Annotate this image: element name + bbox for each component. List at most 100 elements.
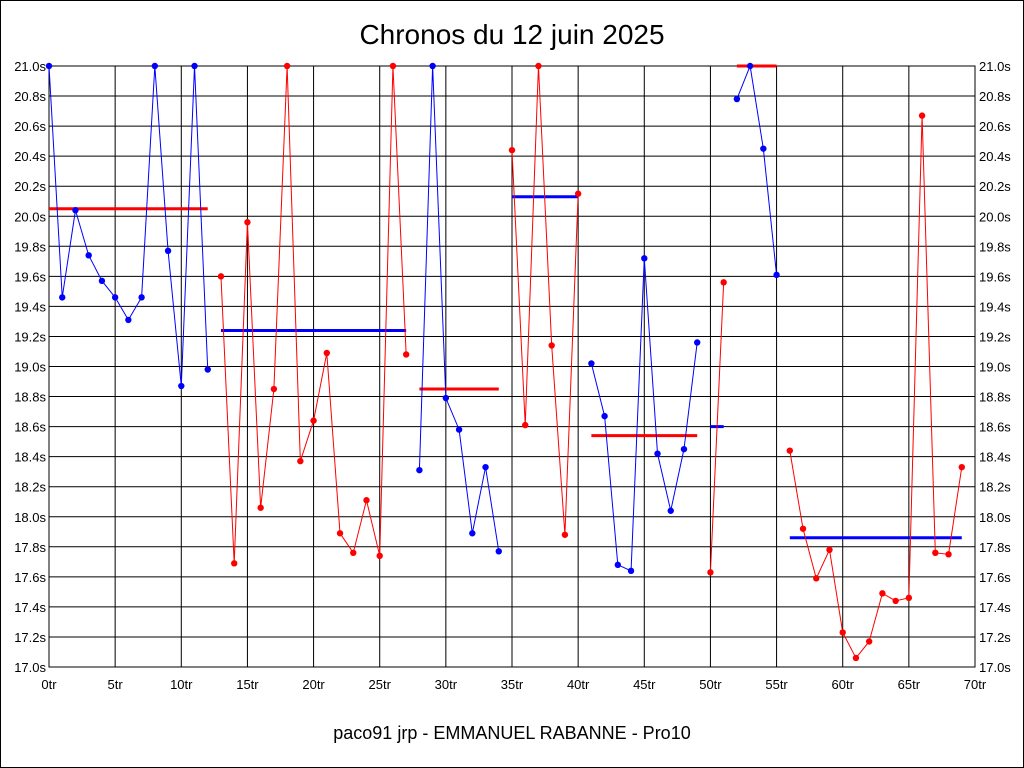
data-point xyxy=(548,342,555,349)
y-tick-label-left: 18.2s xyxy=(14,480,46,495)
data-point xyxy=(799,525,807,532)
data-point xyxy=(442,394,450,402)
y-tick-label-left: 19.6s xyxy=(14,269,46,284)
y-tick-label-right: 20.6s xyxy=(979,119,1011,134)
data-point xyxy=(178,382,185,390)
data-point xyxy=(680,445,688,453)
data-point xyxy=(72,207,79,214)
y-tick-label-right: 18.8s xyxy=(979,390,1011,405)
y-tick-label-left: 20.6s xyxy=(14,119,46,134)
y-tick-label-right: 19.4s xyxy=(979,299,1011,314)
y-tick-label-left: 17.0s xyxy=(14,660,46,675)
data-point xyxy=(707,569,714,576)
y-tick-label-left: 18.0s xyxy=(14,510,46,525)
data-point xyxy=(826,546,833,554)
plot-border xyxy=(48,65,976,668)
data-point xyxy=(614,561,622,569)
data-point xyxy=(760,145,767,152)
data-point xyxy=(350,549,357,557)
data-point xyxy=(574,190,582,197)
data-point xyxy=(310,417,317,424)
y-tick-label-right: 19.8s xyxy=(979,239,1011,254)
y-tick-label-right: 20.2s xyxy=(979,179,1011,194)
y-tick-label-right: 19.6s xyxy=(979,269,1011,284)
data-point xyxy=(191,62,198,70)
y-tick-label-right: 18.2s xyxy=(979,480,1011,495)
y-tick-label-left: 17.2s xyxy=(14,630,46,645)
y-tick-label-left: 20.0s xyxy=(14,209,46,224)
y-tick-label-right: 20.8s xyxy=(979,89,1011,104)
x-tick-label: 45tr xyxy=(633,677,656,692)
y-tick-label-left: 19.0s xyxy=(14,360,46,375)
data-point xyxy=(363,497,370,504)
x-tick-label: 20tr xyxy=(302,677,325,692)
x-tick-label: 70tr xyxy=(964,677,987,692)
data-point xyxy=(601,412,608,420)
data-point xyxy=(164,247,172,255)
y-tick-label-right: 18.6s xyxy=(979,420,1011,435)
data-point xyxy=(98,277,106,285)
data-point xyxy=(111,294,119,301)
data-point xyxy=(482,463,489,471)
series-line xyxy=(418,65,500,552)
data-point xyxy=(733,95,741,103)
data-point xyxy=(865,638,873,645)
chart-title: Chronos du 12 juin 2025 xyxy=(359,19,665,50)
data-point xyxy=(720,279,727,286)
data-point xyxy=(389,62,397,70)
y-tick-label-right: 20.4s xyxy=(979,149,1011,164)
data-point xyxy=(773,271,780,279)
y-tick-label-left: 17.4s xyxy=(14,600,46,615)
series-line xyxy=(48,65,209,387)
data-point xyxy=(376,552,383,560)
y-tick-label-right: 17.8s xyxy=(979,540,1011,555)
data-point xyxy=(905,594,913,602)
series-line xyxy=(789,115,963,659)
data-point xyxy=(654,450,661,457)
y-tick-label-right: 17.2s xyxy=(979,630,1011,645)
data-point xyxy=(323,349,330,357)
series-line xyxy=(736,64,778,275)
data-point xyxy=(495,548,502,555)
y-tick-label-right: 20.0s xyxy=(979,209,1011,224)
x-tick-label: 0tr xyxy=(41,677,57,692)
y-tick-label-left: 20.8s xyxy=(14,89,46,104)
data-point xyxy=(336,530,344,537)
data-point xyxy=(283,62,291,70)
data-point xyxy=(813,575,820,582)
data-point xyxy=(469,530,476,537)
data-point xyxy=(244,219,251,226)
series-line xyxy=(511,65,579,535)
x-tick-label: 60tr xyxy=(832,677,855,692)
data-point xyxy=(839,629,846,636)
x-tick-label: 30tr xyxy=(435,677,458,692)
data-point xyxy=(204,366,211,373)
y-tick-label-left: 18.6s xyxy=(14,420,46,435)
y-tick-label-left: 18.4s xyxy=(14,450,46,465)
y-tick-label-left: 19.4s xyxy=(14,299,46,314)
x-tick-label: 25tr xyxy=(369,677,392,692)
y-tick-label-left: 19.8s xyxy=(14,239,46,254)
data-point xyxy=(151,62,159,70)
y-tick-label-left: 17.8s xyxy=(14,540,46,555)
x-tick-label: 15tr xyxy=(236,677,259,692)
y-tick-label-right: 18.4s xyxy=(979,450,1011,465)
data-point xyxy=(918,112,926,119)
y-tick-label-left: 17.6s xyxy=(14,570,46,585)
data-point xyxy=(257,504,264,511)
y-tick-label-left: 20.2s xyxy=(14,179,46,194)
data-point xyxy=(694,339,701,346)
data-point xyxy=(786,447,793,454)
y-tick-label-right: 17.6s xyxy=(979,570,1011,585)
data-point xyxy=(416,466,423,474)
data-point xyxy=(508,146,516,154)
data-point xyxy=(125,316,132,324)
data-point xyxy=(455,426,463,433)
y-tick-label-right: 17.0s xyxy=(979,660,1011,675)
data-point xyxy=(231,560,238,567)
data-point xyxy=(561,531,569,538)
data-point xyxy=(892,597,899,605)
data-point xyxy=(429,62,436,70)
y-tick-label-left: 19.2s xyxy=(14,329,46,344)
